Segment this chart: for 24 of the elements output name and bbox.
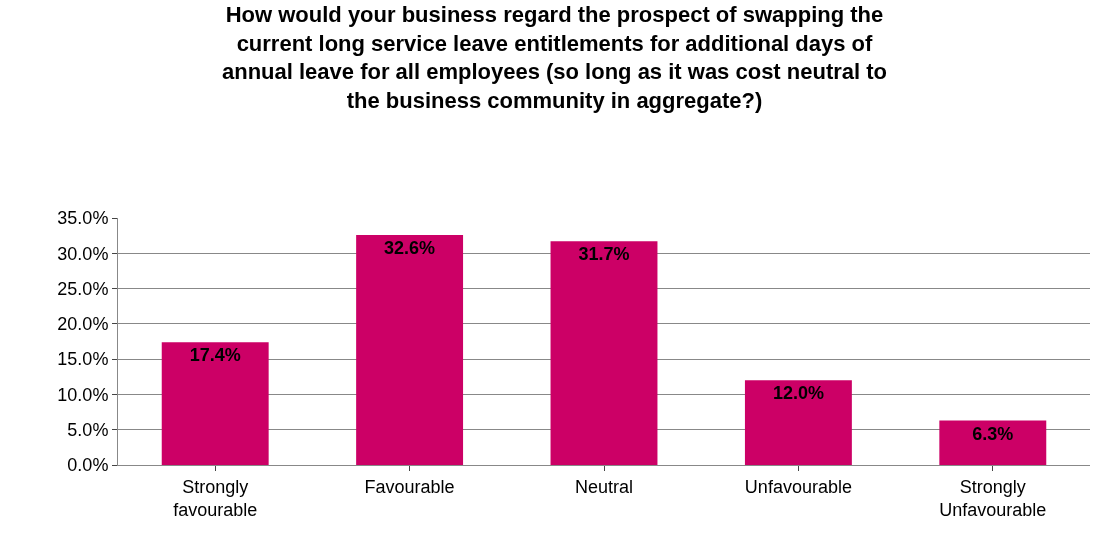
y-tick-label: 30.0%	[57, 243, 109, 264]
y-tick-label: 35.0%	[57, 208, 109, 229]
chart-title: How would your business regard the prospect of swapping the current long service leave entitlements for additional days of annual leave for all employees (so long as it was cost neutral to the business community in aggregate?)	[221, 2, 888, 113]
data-label: 17.4%	[189, 345, 241, 366]
y-tick-label: 15.0%	[57, 349, 109, 370]
data-label: 32.6%	[384, 237, 436, 258]
y-tick-label: 25.0%	[57, 278, 109, 299]
y-tick-label: 10.0%	[57, 384, 109, 405]
x-tick-label: Strongly Unfavourable	[939, 476, 1047, 520]
data-label: 12.0%	[772, 383, 824, 404]
x-tick-label: Strongly favourable	[173, 476, 258, 520]
y-tick-label: 5.0%	[67, 420, 109, 441]
bar	[744, 380, 852, 465]
y-tick-label: 20.0%	[57, 314, 109, 335]
bar	[356, 234, 464, 465]
x-tick-label: Favourable	[364, 476, 455, 497]
bar	[550, 241, 658, 465]
data-label: 6.3%	[972, 423, 1014, 444]
bar	[939, 420, 1047, 465]
y-tick-label: 0.0%	[67, 455, 109, 476]
bar	[161, 342, 269, 465]
x-tick-label: Neutral	[574, 476, 634, 497]
x-tick-label: Unfavourable	[744, 476, 852, 497]
data-label: 31.7%	[578, 244, 630, 265]
